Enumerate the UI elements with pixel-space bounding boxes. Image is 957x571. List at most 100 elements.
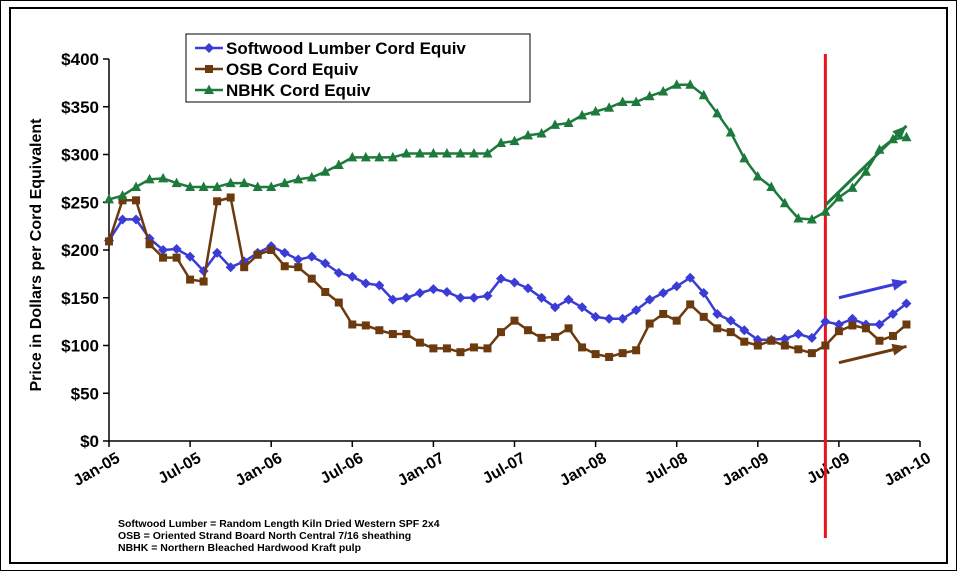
data-point-softwood — [482, 290, 493, 301]
data-point-osb — [442, 344, 451, 353]
series-nbhk — [104, 79, 912, 224]
data-point-nbhk — [117, 190, 128, 200]
data-point-osb — [469, 343, 478, 352]
data-point-softwood — [536, 292, 547, 303]
data-point-nbhk — [104, 193, 114, 204]
data-point-osb — [510, 316, 519, 325]
data-point-osb — [361, 321, 370, 330]
data-point-softwood — [887, 308, 898, 319]
data-point-nbhk — [266, 181, 277, 191]
data-point-nbhk — [658, 85, 669, 96]
data-point-softwood — [833, 319, 844, 330]
data-point-nbhk — [712, 107, 723, 118]
y-tick-label: $300 — [61, 146, 99, 165]
data-point-nbhk — [293, 173, 304, 184]
series-osb — [105, 193, 911, 361]
data-point-osb — [767, 336, 776, 345]
data-point-osb — [875, 336, 884, 345]
footnote-osb: OSB = Oriented Strand Board North Centra… — [118, 530, 412, 542]
y-tick-label: $350 — [61, 98, 99, 117]
data-point-nbhk — [455, 148, 466, 158]
data-point-softwood — [360, 278, 371, 289]
data-point-nbhk — [901, 131, 912, 142]
data-point-nbhk — [631, 96, 642, 106]
data-point-osb — [456, 348, 465, 357]
data-point-osb — [537, 333, 546, 342]
data-point-nbhk — [428, 148, 439, 158]
data-point-nbhk — [320, 166, 331, 176]
data-point-nbhk — [577, 109, 588, 120]
trend-arrow-head — [892, 125, 907, 140]
data-point-nbhk — [725, 127, 736, 137]
data-point-softwood — [387, 294, 398, 305]
data-point-softwood — [806, 332, 817, 343]
data-point-softwood — [117, 214, 128, 225]
data-point-softwood — [158, 245, 169, 255]
data-point-nbhk — [739, 152, 750, 163]
trend-arrow-head — [891, 343, 907, 356]
data-point-nbhk — [360, 151, 371, 162]
data-point-osb — [618, 349, 627, 358]
data-point-softwood — [401, 292, 412, 303]
data-point-softwood — [550, 302, 561, 313]
data-point-osb — [267, 246, 276, 254]
data-point-softwood — [617, 313, 628, 324]
data-point-softwood — [563, 294, 574, 305]
data-point-nbhk — [225, 177, 236, 188]
data-point-softwood — [306, 251, 317, 262]
data-point-osb — [415, 338, 424, 347]
data-point-softwood — [577, 302, 588, 313]
data-point-nbhk — [806, 213, 817, 224]
data-point-osb — [551, 332, 560, 341]
trend-arrow-1 — [838, 278, 907, 300]
data-point-osb — [821, 341, 830, 350]
data-point-osb — [132, 196, 141, 205]
data-point-nbhk — [374, 151, 385, 162]
data-point-nbhk — [766, 181, 777, 191]
data-point-osb — [402, 330, 411, 339]
data-point-osb — [591, 350, 600, 359]
data-point-osb — [632, 346, 641, 355]
data-point-softwood — [131, 214, 142, 225]
data-point-softwood — [185, 251, 196, 262]
legend-marker-softwood — [204, 43, 214, 53]
data-point-osb — [429, 344, 438, 353]
data-point-softwood — [455, 292, 466, 303]
data-point-softwood — [685, 272, 696, 283]
legend-marker-nbhk — [204, 84, 214, 94]
data-point-osb — [145, 240, 154, 249]
data-point-nbhk — [185, 181, 196, 191]
y-tick-label: $200 — [61, 241, 99, 260]
trend-arrow-line — [824, 124, 908, 207]
data-point-osb — [794, 345, 803, 354]
data-point-softwood — [320, 258, 331, 269]
data-point-softwood — [644, 294, 655, 305]
data-point-osb — [861, 324, 870, 333]
data-point-nbhk — [509, 135, 520, 146]
data-point-osb — [902, 320, 911, 329]
data-point-nbhk — [495, 137, 506, 148]
data-point-softwood — [631, 305, 642, 316]
data-point-softwood — [279, 247, 290, 258]
data-point-nbhk — [171, 177, 182, 188]
data-point-osb — [321, 288, 330, 297]
trend-arrow-0 — [824, 124, 908, 207]
data-point-softwood — [698, 287, 709, 298]
data-point-nbhk — [820, 206, 831, 216]
data-point-nbhk — [563, 117, 574, 127]
data-point-nbhk — [279, 177, 290, 188]
data-point-osb — [307, 274, 316, 283]
data-point-osb — [172, 253, 181, 262]
data-point-nbhk — [158, 172, 169, 183]
data-point-softwood — [725, 315, 736, 326]
data-point-osb — [334, 298, 343, 307]
data-point-softwood — [779, 333, 790, 344]
data-point-osb — [159, 253, 168, 262]
data-point-osb — [186, 275, 195, 284]
data-point-nbhk — [239, 177, 250, 188]
legend-marker-osb — [205, 65, 213, 73]
data-point-osb — [280, 262, 289, 271]
trend-arrow-head — [891, 278, 907, 291]
